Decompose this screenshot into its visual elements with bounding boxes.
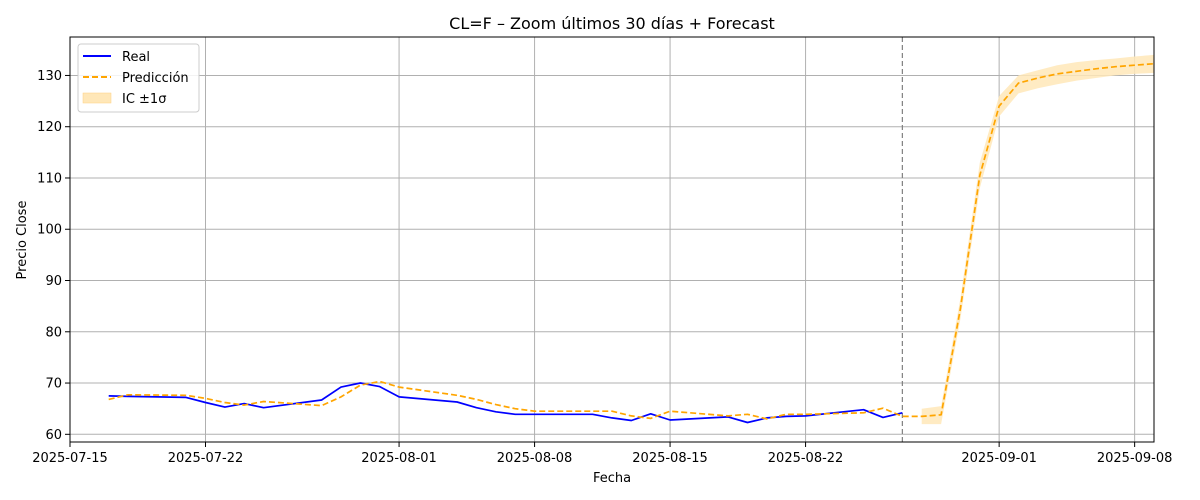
x-tick-label: 2025-08-01 bbox=[361, 451, 437, 466]
y-tick-label: 90 bbox=[45, 274, 62, 289]
confidence-band-area bbox=[922, 55, 1154, 424]
x-tick-label: 2025-07-22 bbox=[168, 451, 244, 466]
y-tick-label: 60 bbox=[45, 428, 62, 443]
plot-frame bbox=[70, 37, 1154, 442]
x-tick-label: 2025-09-01 bbox=[961, 451, 1037, 466]
y-tick-label: 80 bbox=[45, 325, 62, 340]
x-tick-label: 2025-08-22 bbox=[768, 451, 844, 466]
x-tick-label: 2025-08-15 bbox=[632, 451, 708, 466]
y-tick-label: 100 bbox=[37, 223, 62, 238]
confidence-band bbox=[922, 55, 1154, 424]
legend-swatch-band bbox=[83, 93, 111, 103]
x-axis-ticks: 2025-07-15 2025-07-22 2025-08-01 2025-08-08… bbox=[32, 442, 1172, 466]
y-axis-ticks: 60 70 80 90 100 110 120 130 bbox=[37, 69, 70, 443]
y-tick-label: 130 bbox=[37, 69, 62, 84]
x-tick-label: 2025-09-08 bbox=[1097, 451, 1173, 466]
y-tick-label: 70 bbox=[45, 377, 62, 392]
x-tick-label: 2025-07-15 bbox=[32, 451, 108, 466]
chart-title: CL=F – Zoom últimos 30 días + Forecast bbox=[449, 14, 775, 33]
x-axis-label: Fecha bbox=[593, 471, 631, 486]
y-axis-label: Precio Close bbox=[15, 201, 30, 280]
grid bbox=[70, 37, 1154, 442]
legend-label-prediccion: Predicción bbox=[122, 71, 189, 86]
legend-label-band: IC ±1σ bbox=[122, 92, 166, 107]
legend: Real Predicción IC ±1σ bbox=[78, 44, 199, 112]
x-tick-label: 2025-08-08 bbox=[497, 451, 573, 466]
y-tick-label: 110 bbox=[37, 171, 62, 186]
y-tick-label: 120 bbox=[37, 120, 62, 135]
legend-label-real: Real bbox=[122, 50, 150, 65]
